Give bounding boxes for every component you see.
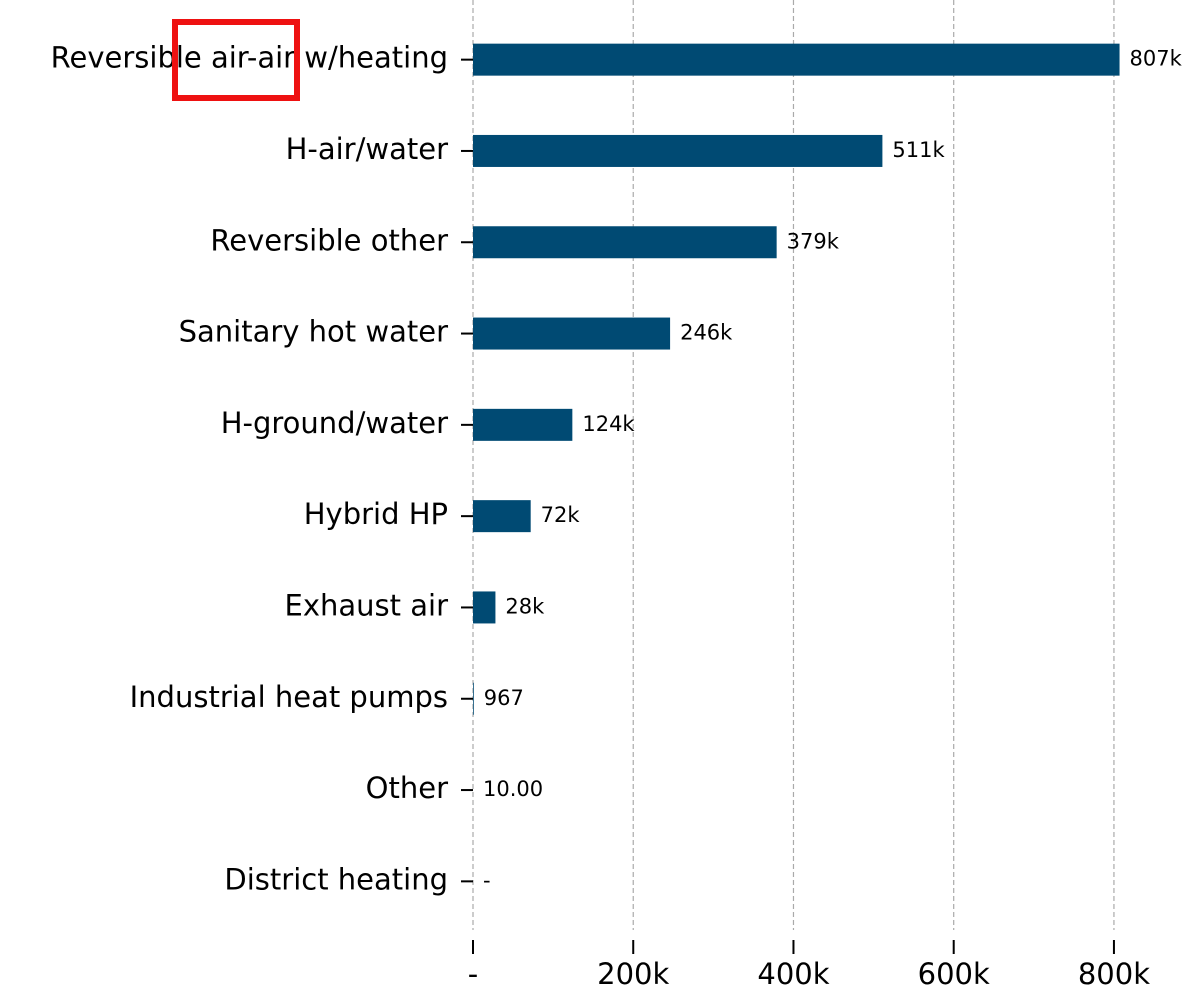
x-tick-label: -	[468, 957, 478, 991]
value-label: 511k	[892, 138, 945, 162]
value-label: 72k	[541, 503, 581, 527]
bar	[473, 43, 1120, 76]
y-tick-label: Reversible other	[210, 223, 448, 257]
value-label: 10.00	[483, 777, 543, 801]
bar	[473, 226, 777, 259]
y-tick-label: H-air/water	[286, 132, 448, 166]
y-tick-label: Reversible air-air w/heating	[51, 41, 448, 75]
bar	[473, 134, 883, 167]
x-tick-label: 800k	[1078, 957, 1150, 991]
value-label: 379k	[787, 229, 840, 253]
bar	[473, 500, 531, 533]
value-label: 124k	[582, 412, 635, 436]
x-tick-label: 400k	[757, 957, 829, 991]
y-tick-label: Other	[366, 771, 448, 805]
bar	[473, 408, 573, 441]
value-label: 967	[484, 686, 524, 710]
y-tick-label: H-ground/water	[221, 406, 448, 440]
bar	[473, 317, 671, 350]
x-tick-label: 200k	[597, 957, 669, 991]
value-label: -	[483, 868, 491, 892]
y-tick-label: District heating	[224, 862, 448, 896]
y-tick-label: Industrial heat pumps	[130, 680, 448, 714]
value-label: 246k	[680, 321, 733, 345]
x-tick-label: 600k	[918, 957, 990, 991]
bar	[473, 682, 474, 715]
bar	[473, 591, 496, 624]
y-tick-label: Sanitary hot water	[179, 315, 448, 349]
value-label: 807k	[1130, 47, 1183, 71]
y-tick-label: Exhaust air	[285, 588, 449, 622]
highlight-box	[172, 19, 300, 101]
y-tick-label: Hybrid HP	[304, 497, 448, 531]
value-label: 28k	[505, 594, 545, 618]
